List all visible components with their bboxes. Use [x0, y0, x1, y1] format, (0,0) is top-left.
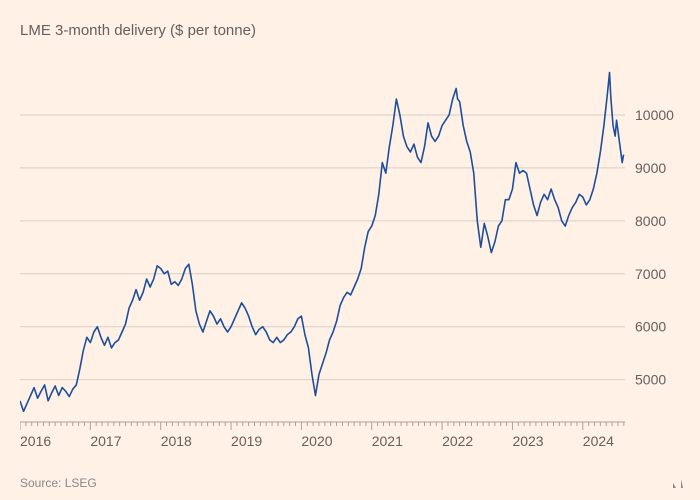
- plot-area: 2016 2017 2018 2019 2020 2021 2022 2023 2024 500…: [20, 52, 680, 452]
- svg-text:6000: 6000: [635, 319, 666, 335]
- ft-logo-mark: [667, 474, 685, 490]
- svg-text:2019: 2019: [231, 433, 262, 449]
- svg-text:9000: 9000: [635, 160, 666, 176]
- svg-text:8000: 8000: [635, 213, 666, 229]
- chart-container: { "subtitle": "LME 3-month delivery ($ p…: [0, 0, 700, 500]
- svg-text:2017: 2017: [90, 433, 121, 449]
- svg-text:7000: 7000: [635, 266, 666, 282]
- svg-text:2020: 2020: [301, 433, 332, 449]
- svg-text:5000: 5000: [635, 372, 666, 388]
- price-line: [20, 73, 624, 412]
- source-text: Source: LSEG: [20, 476, 97, 490]
- svg-text:2016: 2016: [20, 433, 51, 449]
- svg-text:10000: 10000: [635, 107, 674, 123]
- svg-text:2023: 2023: [512, 433, 543, 449]
- svg-text:2024: 2024: [583, 433, 614, 449]
- chart-subtitle: LME 3-month delivery ($ per tonne): [20, 22, 256, 39]
- svg-text:2018: 2018: [161, 433, 192, 449]
- svg-text:2022: 2022: [442, 433, 473, 449]
- svg-text:2021: 2021: [372, 433, 403, 449]
